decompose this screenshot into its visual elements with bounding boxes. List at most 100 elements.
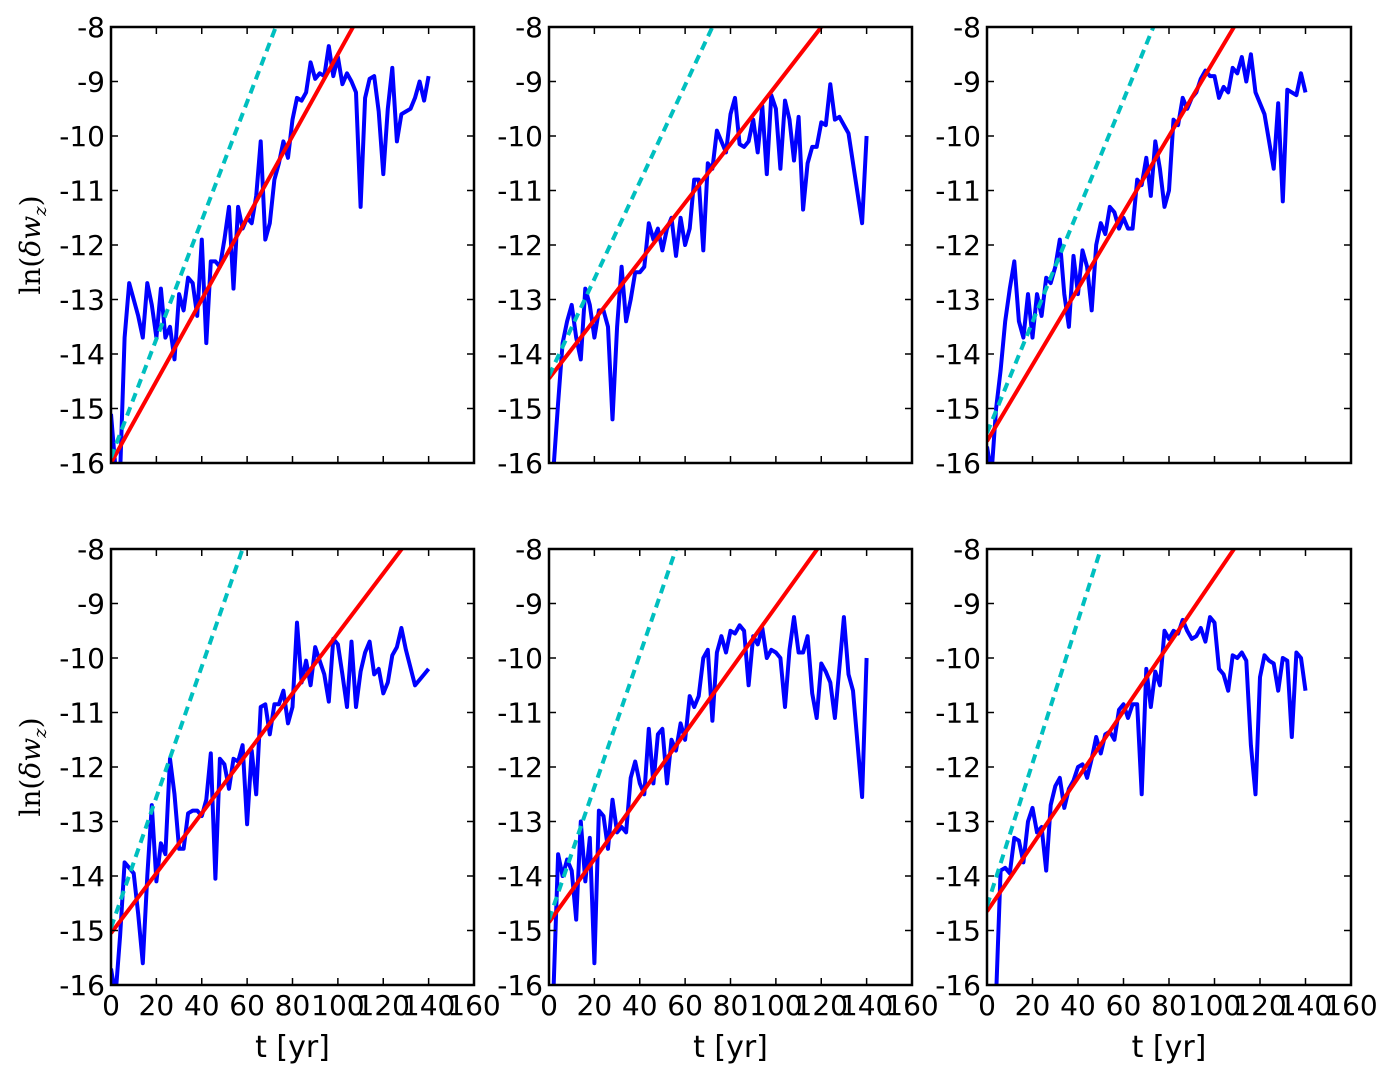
x-tick-label: 40 (622, 989, 658, 1022)
series-fit-line-6 (987, 549, 1237, 913)
series-data-line-1 (111, 44, 431, 463)
x-tick-label: 120 (1233, 989, 1286, 1022)
y-tick-label: -12 (497, 229, 543, 262)
y-tick-label: -16 (59, 447, 105, 480)
y-tick-label: -10 (59, 120, 105, 153)
y-tick-label: -10 (935, 642, 981, 675)
series-dashed-line-6 (987, 549, 1103, 907)
y-tick-label: -8 (953, 533, 981, 566)
y-tick-label: -11 (59, 697, 105, 730)
y-tick-label: -10 (59, 642, 105, 675)
series-data-line-3 (987, 52, 1308, 463)
subplot-3: -16 -15 -14 -13 -12 -11 -10 -9 -8 (935, 11, 1353, 480)
y-tick-label: -15 (497, 393, 543, 426)
x-tick-label: 0 (540, 989, 558, 1022)
y-tick-label: -9 (953, 66, 981, 99)
y-tick-label: -11 (497, 175, 543, 208)
y-tick-label: -14 (59, 860, 105, 893)
x-tick-label: 80 (713, 989, 749, 1022)
series-fit-line-4 (111, 549, 405, 935)
y-tick-label: -12 (935, 751, 981, 784)
y-tick-label: -9 (953, 588, 981, 621)
y-tick-label: -16 (935, 969, 981, 1002)
y-tick-label: -13 (59, 284, 105, 317)
x-tick-label: 40 (184, 989, 220, 1022)
x-axis-label: t [yr] (1132, 1030, 1207, 1065)
y-tick-label: -8 (953, 11, 981, 44)
y-axis-label: ln(δwz) (14, 717, 51, 816)
series-dashed-line-3 (987, 27, 1156, 434)
y-tick-label: -16 (497, 447, 543, 480)
y-tick-label: -15 (935, 393, 981, 426)
y-tick-label: -11 (935, 175, 981, 208)
series-dashed-line-2 (549, 27, 715, 377)
x-tick-label: 0 (978, 989, 996, 1022)
y-tick-label: -15 (59, 393, 105, 426)
x-tick-label: 80 (275, 989, 311, 1022)
series-data-line-5 (551, 615, 869, 985)
x-tick-label: 120 (357, 989, 410, 1022)
y-tick-label: -15 (935, 915, 981, 948)
y-tick-label: -16 (497, 969, 543, 1002)
series-fit-line-2 (549, 27, 823, 380)
y-tick-label: -10 (935, 120, 981, 153)
y-tick-label: -12 (59, 751, 105, 784)
y-tick-label: -9 (515, 66, 543, 99)
y-tick-label: -13 (497, 284, 543, 317)
x-axis-label: t [yr] (693, 1030, 768, 1065)
x-tick-label: 20 (139, 989, 175, 1022)
y-tick-label: -14 (935, 338, 981, 371)
y-tick-label: -9 (77, 66, 105, 99)
y-tick-label: -10 (497, 642, 543, 675)
x-tick-label: 80 (1151, 989, 1187, 1022)
y-tick-label: -12 (935, 229, 981, 262)
series-dashed-line-1 (111, 27, 278, 459)
x-tick-label: 40 (1060, 989, 1096, 1022)
series-data-line-2 (551, 82, 869, 463)
y-tick-label: -16 (935, 447, 981, 480)
x-tick-label: 60 (667, 989, 703, 1022)
x-tick-label: 0 (102, 989, 120, 1022)
x-tick-label: 100 (311, 989, 364, 1022)
x-tick-label: 140 (1279, 989, 1332, 1022)
x-tick-label: 20 (1015, 989, 1051, 1022)
y-tick-label: -14 (497, 860, 543, 893)
y-tick-label: -11 (935, 697, 981, 730)
x-tick-label: 120 (795, 989, 848, 1022)
y-tick-label: -9 (77, 588, 105, 621)
y-tick-label: -14 (935, 860, 981, 893)
y-tick-label: -12 (59, 229, 105, 262)
y-tick-label: -14 (59, 338, 105, 371)
plot-frame (985, 547, 1353, 987)
y-tick-label: -15 (497, 915, 543, 948)
y-tick-label: -15 (59, 915, 105, 948)
series-fit-line-5 (549, 549, 820, 924)
y-tick-label: -8 (77, 11, 105, 44)
x-tick-label: 160 (1324, 989, 1377, 1022)
series-fit-line-1 (111, 27, 356, 463)
y-tick-label: -12 (497, 751, 543, 784)
y-tick-label: -14 (497, 338, 543, 371)
y-tick-label: -8 (515, 533, 543, 566)
x-tick-label: 140 (402, 989, 455, 1022)
x-tick-label: 60 (229, 989, 265, 1022)
y-tick-label: -9 (515, 588, 543, 621)
series-data-line-4 (111, 620, 431, 985)
plot-frame (547, 25, 914, 465)
x-tick-label: 160 (885, 989, 938, 1022)
y-tick-label: -11 (59, 175, 105, 208)
y-tick-label: -10 (497, 120, 543, 153)
x-tick-label: 20 (577, 989, 613, 1022)
y-tick-label: -11 (497, 697, 543, 730)
y-tick-label: -13 (935, 806, 981, 839)
y-tick-label: -13 (497, 806, 543, 839)
y-axis-label: ln(δwz) (14, 195, 51, 294)
subplot-2: -16 -15 -14 -13 -12 -11 -10 -9 -8 (497, 11, 914, 480)
series-dashed-line-5 (549, 549, 678, 921)
x-tick-label: 140 (840, 989, 893, 1022)
series-dashed-line-4 (111, 549, 245, 929)
